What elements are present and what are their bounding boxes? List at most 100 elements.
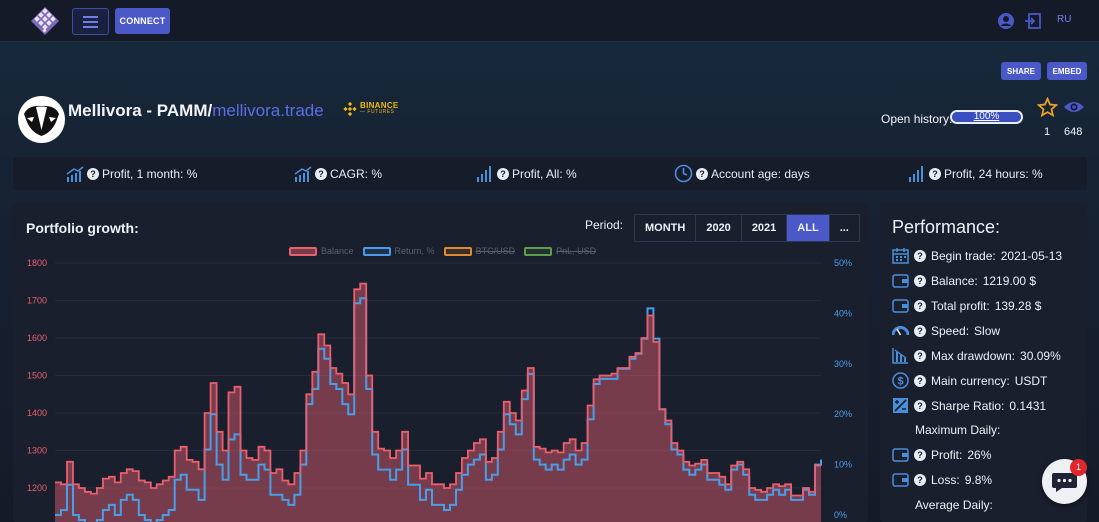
menu-icon	[83, 15, 98, 18]
user-icon[interactable]	[997, 12, 1015, 30]
help-icon[interactable]: ?	[929, 167, 941, 180]
metric-label: CAGR: %	[330, 166, 383, 181]
period-all-button[interactable]: ALL	[787, 215, 830, 241]
perf-label: Sharpe Ratio:	[931, 398, 1005, 413]
svg-text:$: $	[897, 376, 903, 388]
legend-item-balance[interactable]: Balance	[289, 246, 354, 256]
chart-title: Portfolio growth:	[26, 220, 139, 236]
sign-in-icon[interactable]	[1024, 12, 1042, 30]
help-icon[interactable]: ?	[914, 324, 926, 337]
y-left-tick-label: 1200	[27, 483, 47, 493]
signal-bars-icon	[477, 165, 491, 182]
fund-title: Mellivora - PAMM/mellivora.trade	[68, 101, 324, 121]
max-daily-label: Maximum Daily:	[915, 423, 1001, 437]
balance-area	[55, 283, 821, 522]
trend-up-bars-icon	[66, 165, 84, 182]
eye-icon[interactable]	[1063, 99, 1085, 115]
trend-up-bars-icon	[294, 165, 312, 182]
legend-label: Return, %	[394, 246, 435, 256]
star-icon[interactable]	[1037, 97, 1058, 118]
period-selector: MONTH 2020 2021 ALL ...	[634, 214, 860, 242]
help-icon[interactable]: ?	[914, 299, 926, 312]
badger-logo-icon	[18, 96, 65, 143]
legend-item-btc-usd[interactable]: BTC/USD	[443, 246, 516, 256]
perf-value: 1219.00 $	[982, 273, 1037, 288]
period-more-button[interactable]: ...	[829, 215, 859, 241]
balance-series-line	[55, 282, 821, 497]
y-left-tick-label: 1400	[27, 408, 47, 418]
perf-main-currency: $ ? Main currency: USDT	[892, 372, 1047, 389]
progress-value: 100%	[973, 111, 1000, 122]
perf-label: Max drawdown:	[931, 348, 1016, 363]
embed-button[interactable]: EMBED	[1047, 62, 1087, 80]
legend-item-return[interactable]: Return, %	[362, 246, 435, 256]
exchange-badge: BINANCE — FUTURES	[343, 102, 399, 116]
wallet-icon	[892, 274, 909, 288]
period-2020-button[interactable]: 2020	[696, 215, 742, 241]
help-icon[interactable]: ?	[914, 374, 926, 387]
y-left-tick-label: 1700	[27, 296, 47, 306]
perf-value: 139.28 $	[994, 298, 1042, 313]
dollar-icon: $	[892, 372, 909, 389]
top-navbar: CONNECT RU	[0, 0, 1099, 42]
perf-balance: ? Balance: 1219.00 $	[892, 272, 1036, 289]
perf-value: Slow	[974, 323, 1001, 338]
speedometer-icon	[892, 326, 909, 336]
help-icon[interactable]: ?	[914, 349, 926, 362]
legend-label: Balance	[321, 246, 354, 256]
language-switch[interactable]: RU	[1057, 14, 1072, 25]
perf-label: Loss:	[931, 472, 960, 487]
help-icon[interactable]: ?	[87, 167, 99, 180]
help-icon[interactable]: ?	[914, 473, 926, 486]
chat-button[interactable]	[1042, 459, 1087, 504]
period-month-button[interactable]: MONTH	[635, 215, 697, 241]
help-icon[interactable]: ?	[914, 448, 926, 461]
perf-total-profit: ? Total profit: 139.28 $	[892, 297, 1041, 314]
metric-profit-1-month: ? Profit, 1 month: %	[66, 157, 197, 190]
perf-sharpe-ratio: ? Sharpe Ratio: 0.1431	[892, 397, 1046, 414]
legend-swatch	[362, 246, 391, 256]
fund-website-link[interactable]: mellivora.trade	[212, 101, 324, 120]
perf-label: Total profit:	[931, 298, 990, 313]
legend-swatch	[443, 246, 472, 256]
perf-label: Balance:	[931, 273, 978, 288]
clock-icon	[674, 164, 693, 183]
open-history-progress: 100%	[950, 110, 1023, 124]
views-count: 648	[1064, 126, 1083, 138]
metric-label: Account age: days	[711, 166, 810, 181]
help-icon[interactable]: ?	[315, 167, 327, 180]
metrics-bar: ? Profit, 1 month: % ? CAGR: % ? Profit,…	[13, 157, 1087, 190]
portfolio-growth-chart[interactable]: 1800 1700 1600 1500 1400 1300 1200 50% 40% 30% 20%…	[13, 203, 868, 522]
legend-item-pnl-usd[interactable]: PnL, USD	[524, 246, 596, 256]
wallet-icon	[892, 473, 909, 487]
perf-max-drawdown: ? Max drawdown: 30.09%	[892, 347, 1061, 364]
binance-logo-icon	[343, 102, 357, 116]
legend-swatch	[289, 246, 317, 256]
wallet-icon	[892, 448, 909, 462]
progress-fill	[952, 112, 1021, 122]
fund-avatar	[18, 96, 65, 143]
open-history-label: Open history:	[881, 112, 953, 126]
metric-label: Profit, 1 month: %	[102, 166, 198, 181]
y-left-tick-label: 1800	[27, 258, 47, 268]
help-icon[interactable]: ?	[914, 399, 926, 412]
average-daily-label: Average Daily:	[915, 498, 993, 512]
hexagon-logo-icon[interactable]	[30, 6, 60, 36]
help-icon[interactable]: ?	[497, 167, 509, 180]
perf-value: 30.09%	[1020, 348, 1061, 363]
portfolio-chart-panel: 1800 1700 1600 1500 1400 1300 1200 50% 40% 30% 20%…	[13, 203, 868, 522]
chat-notification-badge: 1	[1070, 459, 1087, 476]
connect-button[interactable]: CONNECT	[115, 8, 170, 34]
metric-cagr: ? CAGR: %	[294, 157, 382, 190]
performance-title: Performance:	[892, 217, 1001, 237]
legend-label: BTC/USD	[475, 246, 516, 256]
calendar-icon	[892, 248, 909, 264]
metric-label: Profit, 24 hours: %	[944, 166, 1043, 181]
help-icon[interactable]: ?	[696, 167, 708, 180]
exchange-market: — FUTURES	[360, 109, 395, 115]
help-icon[interactable]: ?	[914, 249, 926, 262]
share-button[interactable]: SHARE	[1001, 62, 1041, 80]
help-icon[interactable]: ?	[914, 274, 926, 287]
period-2021-button[interactable]: 2021	[741, 215, 788, 241]
menu-button[interactable]	[72, 8, 109, 35]
